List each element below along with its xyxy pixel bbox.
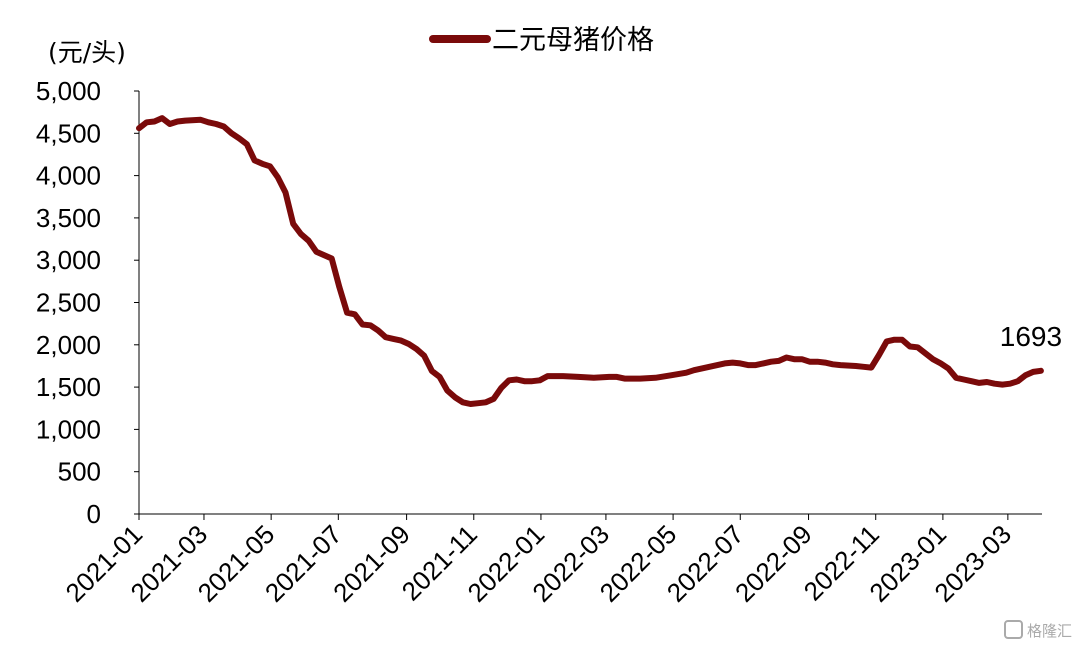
- y-tick-label: 4,500: [36, 118, 101, 148]
- x-axis: 2021-012021-032021-052021-072021-092021-…: [60, 513, 1042, 608]
- last-value-annotation: 1693: [1000, 321, 1062, 352]
- y-tick-label: 3,000: [36, 245, 101, 275]
- legend-label: 二元母猪价格: [492, 25, 654, 56]
- series-line-sow-price: [136, 115, 1044, 407]
- y-tick-label: 2,500: [36, 288, 101, 318]
- y-axis-unit-label: (元/头): [48, 38, 126, 67]
- y-tick-label: 0: [87, 499, 101, 529]
- y-tick-label: 5,000: [36, 76, 101, 106]
- x-tick-label: 2021-09: [327, 519, 416, 608]
- watermark: 格隆汇: [1004, 620, 1072, 640]
- y-tick-label: 2,000: [36, 330, 101, 360]
- x-tick-label: 2022-09: [729, 519, 818, 608]
- watermark-text: 格隆汇: [1027, 622, 1072, 640]
- y-tick-label: 500: [58, 457, 101, 487]
- watermark-logo-icon: [1004, 620, 1023, 639]
- y-tick-label: 1,500: [36, 372, 101, 402]
- legend: 二元母猪价格: [429, 25, 654, 56]
- y-tick-label: 3,500: [36, 203, 101, 233]
- y-axis: 0 500 1,000 1,500 2,000 2,500 3,000 3,500 4,000 4…: [36, 76, 140, 529]
- y-tick-label: 1,000: [36, 414, 101, 444]
- y-tick-label: 4,000: [36, 161, 101, 191]
